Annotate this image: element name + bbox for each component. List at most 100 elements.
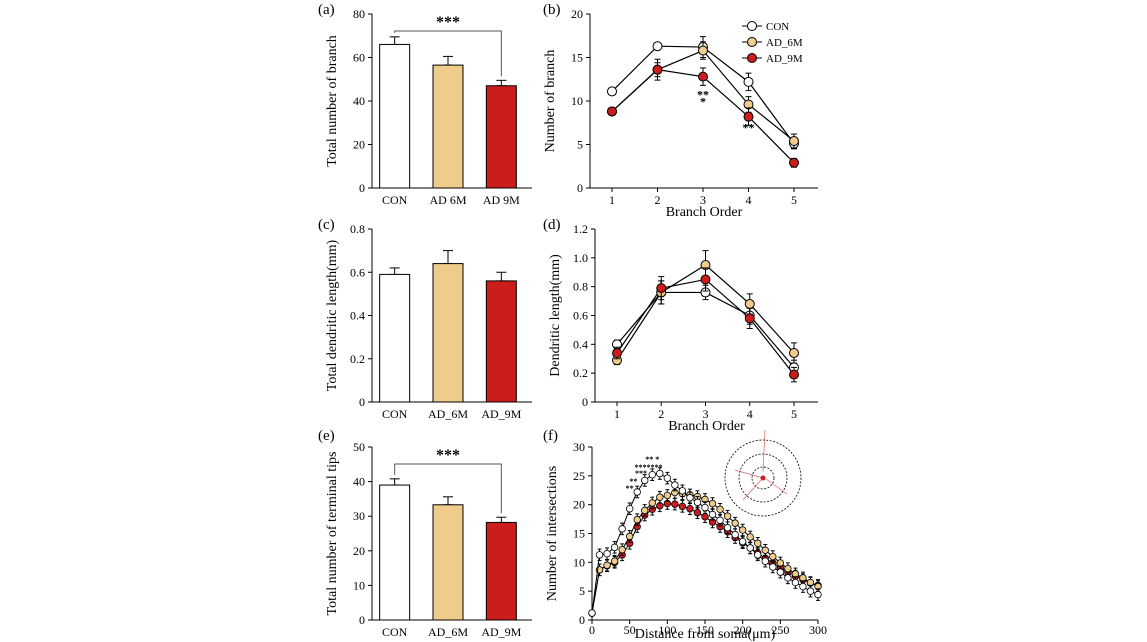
data-point — [693, 498, 702, 507]
data-point — [701, 503, 709, 512]
data-point — [648, 470, 656, 479]
panel-label: (d) — [543, 217, 561, 233]
y-tick-label: 0.4 — [573, 337, 588, 351]
data-point — [652, 41, 663, 52]
data-point — [607, 106, 617, 117]
data-point — [588, 609, 596, 617]
data-point — [791, 570, 800, 578]
significance-label: ******* — [635, 463, 663, 472]
x-tick-label: 5 — [791, 193, 797, 207]
data-point — [607, 86, 617, 97]
bar — [485, 280, 517, 403]
x-tick-label: 3 — [700, 193, 706, 207]
data-point — [700, 274, 711, 285]
y-tick-label: 20 — [353, 138, 365, 152]
y-tick-label: 0 — [582, 395, 588, 409]
data-point — [746, 544, 754, 552]
x-tick-label: 4 — [746, 193, 752, 207]
panel-label: (f) — [543, 428, 558, 444]
data-point — [738, 537, 747, 546]
data-point — [744, 313, 755, 324]
data-point — [789, 369, 799, 380]
x-tick-label: 4 — [747, 407, 753, 421]
bar — [432, 64, 464, 189]
data-point — [641, 476, 649, 485]
x-tick-label: 200 — [734, 623, 752, 637]
data-point — [633, 515, 641, 524]
y-tick-label: 50 — [353, 440, 365, 454]
data-point — [663, 491, 672, 500]
data-point — [744, 298, 755, 309]
data-point — [806, 587, 815, 595]
x-tick-label: 250 — [771, 623, 789, 637]
y-tick-label: 0.2 — [573, 366, 588, 380]
data-point — [731, 530, 739, 539]
bar — [379, 273, 411, 403]
data-point — [754, 539, 762, 548]
x-tick-label: CON — [382, 407, 408, 421]
y-tick-label: 0.6 — [573, 309, 588, 323]
y-tick-label: 40 — [353, 475, 365, 489]
y-tick-label: 80 — [353, 7, 365, 21]
panel-label: (a) — [318, 2, 335, 18]
data-point — [789, 157, 799, 168]
legend-marker — [747, 37, 757, 47]
y-axis-label: Dendritic length(mm) — [548, 254, 563, 377]
data-point — [708, 510, 717, 519]
y-tick-label: 0 — [579, 613, 585, 627]
legend-marker — [747, 53, 757, 63]
neuron-dendrite — [765, 478, 788, 495]
sholl-ring — [724, 439, 802, 517]
data-point — [625, 505, 634, 513]
data-point — [776, 568, 785, 576]
x-axis-label: Distance from soma(μm) — [635, 627, 776, 642]
panel-b: (b) 0 5 10 15 20 Number of branch 1 2 3 4 5 Branch O… — [543, 2, 818, 220]
data-point — [769, 563, 777, 571]
x-axis-label: Branch Order — [668, 419, 745, 434]
y-axis-label: Total number of terminal tips — [325, 452, 340, 616]
y-tick-label: 20 — [573, 498, 585, 512]
data-point — [678, 487, 687, 495]
x-tick-label: 5 — [791, 407, 797, 421]
data-point — [789, 347, 799, 358]
x-tick-label: CON — [382, 193, 408, 207]
data-point — [738, 526, 747, 534]
y-tick-label: 15 — [573, 527, 585, 541]
y-tick-label: 0.6 — [350, 265, 365, 279]
y-tick-label: 10 — [571, 94, 583, 108]
legend-label: CON — [766, 21, 789, 33]
data-point — [723, 524, 732, 532]
y-tick-label: 30 — [353, 509, 365, 523]
data-point — [618, 525, 626, 533]
significance-bracket — [394, 30, 502, 77]
data-point — [663, 474, 672, 482]
y-tick-label: 0.4 — [350, 309, 365, 323]
data-point — [671, 500, 679, 508]
x-tick-label: 150 — [696, 623, 714, 637]
y-tick-label: 0 — [359, 395, 365, 409]
significance-label: ** — [743, 120, 755, 134]
data-point — [784, 574, 792, 582]
neuron-dendrite — [742, 479, 762, 501]
x-tick-label: AD_9M — [481, 407, 521, 421]
x-axis-label: Branch Order — [666, 205, 743, 220]
legend-label: AD_9M — [766, 53, 803, 65]
panel-label: (e) — [318, 428, 335, 444]
data-point — [656, 283, 667, 294]
y-tick-label: 40 — [353, 94, 365, 108]
y-tick-label: 0 — [359, 181, 365, 195]
data-point — [799, 574, 807, 582]
legend-label: AD_6M — [766, 37, 803, 49]
data-point — [698, 45, 708, 56]
neuron-dendrite — [762, 429, 766, 473]
y-tick-label: 5 — [577, 138, 583, 152]
panel-a: (a) 0 20 40 60 80 Total number of branch CON AD … — [318, 2, 532, 207]
data-point — [761, 546, 769, 554]
significance-label: ** — [629, 477, 637, 486]
data-point — [693, 509, 702, 517]
neuron-soma — [760, 475, 766, 481]
y-tick-label: 15 — [571, 51, 583, 65]
data-point — [701, 513, 709, 521]
y-tick-label: 1.0 — [573, 251, 588, 265]
y-axis-label: Total dendritic length(mm) — [325, 239, 340, 391]
